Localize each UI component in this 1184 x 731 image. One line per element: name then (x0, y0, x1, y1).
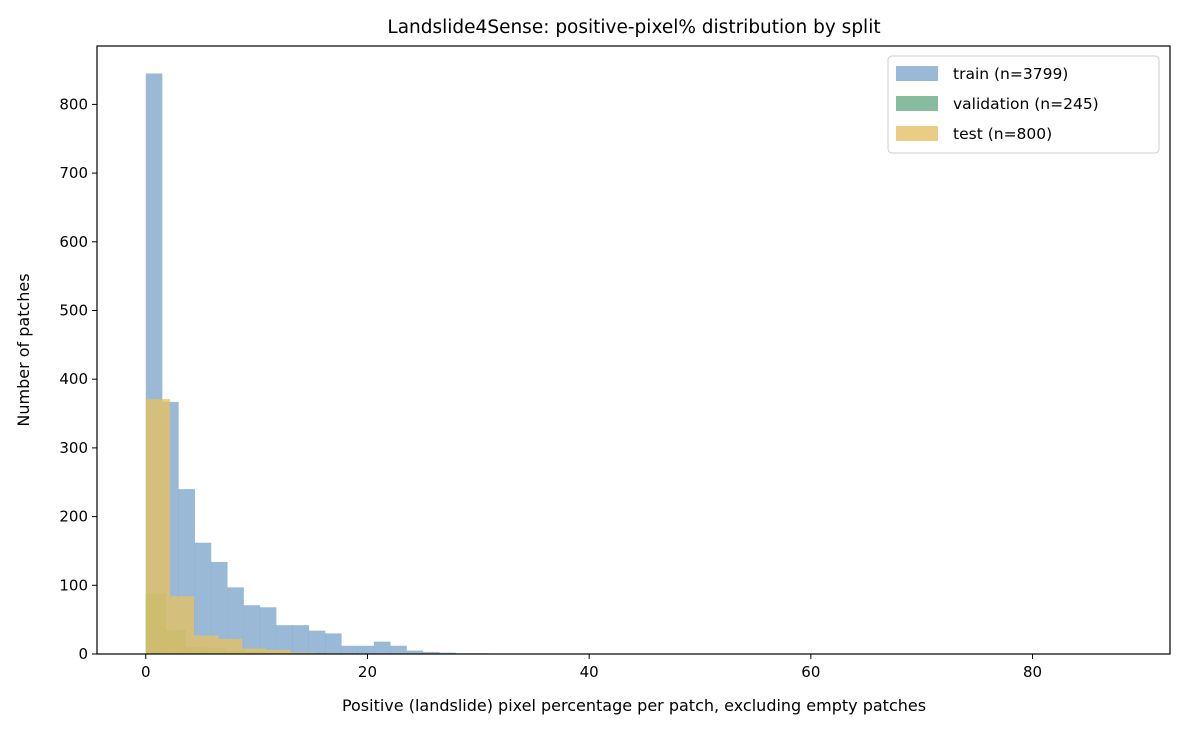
bars-layer (145, 73, 489, 655)
bar-series-2-bin-3 (217, 638, 243, 654)
y-axis-ticks: 0 100 200 300 400 500 600 700 800 (59, 95, 97, 663)
legend-swatch-test (896, 126, 938, 141)
bar-series-0-bin-9 (292, 625, 310, 654)
bar-series-0-bin-10 (308, 630, 326, 654)
bar-series-0-bin-8 (276, 625, 293, 654)
y-tick-label: 0 (78, 645, 88, 663)
bar-series-2-bin-2 (193, 635, 219, 654)
bar-series-0-bin-14 (373, 641, 391, 654)
bar-series-2-bin-6 (290, 652, 315, 654)
bar-series-0-bin-4 (210, 561, 228, 654)
chart-title: Landslide4Sense: positive-pixel% distrib… (387, 17, 880, 38)
legend: train (n=3799) validation (n=245) test (… (887, 55, 1160, 154)
bar-series-0-bin-17 (422, 651, 440, 654)
x-tick-label: 40 (580, 663, 599, 681)
bar-series-0-bin-11 (325, 633, 342, 654)
x-axis-ticks: 0 20 40 60 80 (141, 654, 1042, 681)
y-tick-label: 500 (59, 301, 88, 319)
legend-box (887, 55, 1160, 154)
x-tick-label: 60 (801, 663, 820, 681)
bar-series-2-bin-4 (241, 648, 267, 654)
bar-series-2-bin-5 (266, 649, 291, 654)
y-tick-label: 200 (59, 508, 88, 526)
legend-label-train: train (n=3799) (953, 65, 1068, 83)
bar-series-0-bin-16 (406, 650, 424, 654)
y-tick-label: 600 (59, 233, 88, 251)
x-tick-label: 80 (1023, 663, 1042, 681)
bar-series-0-bin-7 (259, 607, 277, 654)
legend-label-test: test (n=800) (953, 125, 1052, 143)
bar-series-2-bin-0 (145, 399, 171, 654)
x-axis-label: Positive (landslide) pixel percentage pe… (342, 696, 926, 715)
legend-label-validation: validation (n=245) (953, 95, 1099, 113)
bar-series-0-bin-13 (357, 645, 375, 654)
x-tick-label: 0 (141, 663, 151, 681)
bar-series-0-bin-18 (439, 652, 456, 654)
legend-swatch-train (896, 66, 938, 81)
plot-frame (96, 45, 1171, 655)
y-tick-label: 300 (59, 439, 88, 457)
bar-series-0-bin-3 (194, 542, 212, 654)
legend-swatch-validation (896, 96, 938, 111)
y-axis-label: Number of patches (14, 273, 33, 426)
y-tick-label: 100 (59, 576, 88, 594)
x-tick-label: 20 (358, 663, 377, 681)
y-tick-label: 800 (59, 95, 88, 113)
bar-series-0-bin-5 (227, 587, 244, 654)
bar-series-0-bin-6 (243, 605, 261, 654)
bar-series-2-bin-1 (169, 596, 195, 654)
bar-series-0-bin-12 (341, 645, 358, 654)
y-tick-label: 700 (59, 164, 88, 182)
y-tick-label: 400 (59, 370, 88, 388)
bar-series-0-bin-15 (390, 645, 407, 654)
